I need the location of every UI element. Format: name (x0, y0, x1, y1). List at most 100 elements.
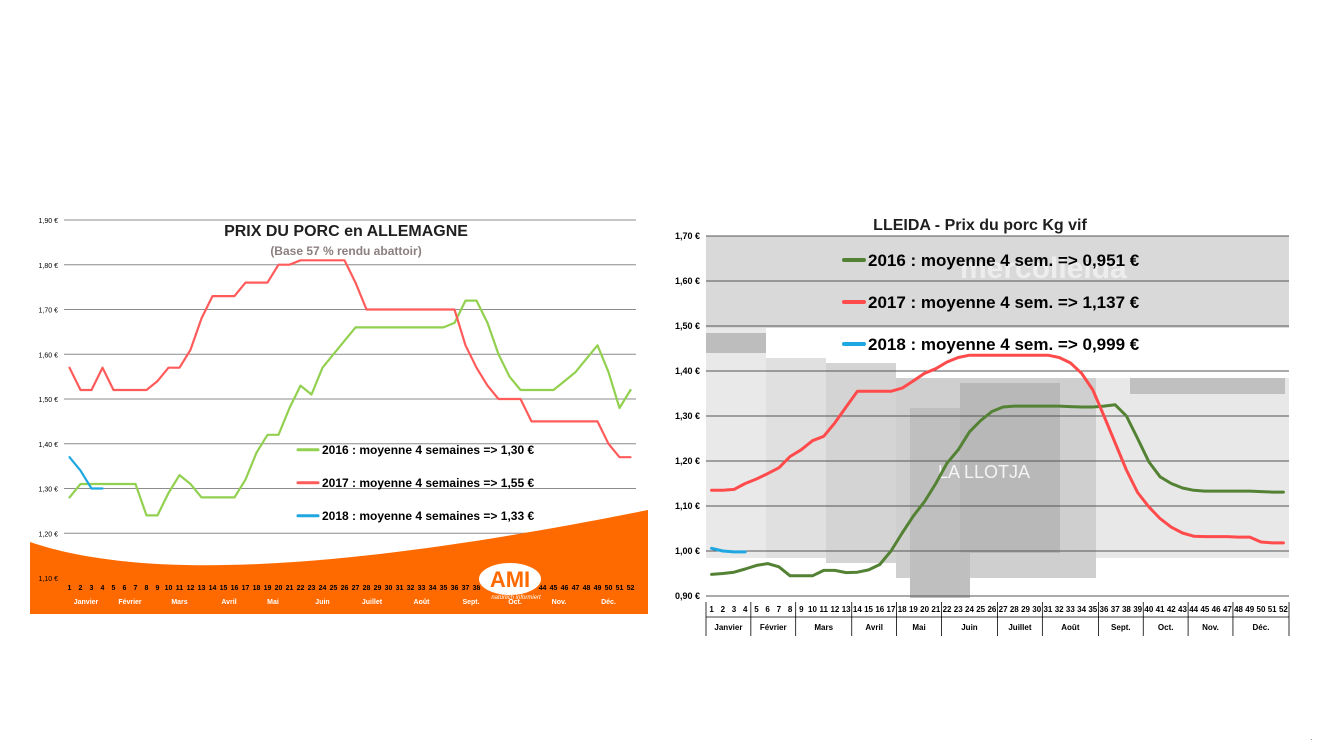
x-tick-label: 13 (198, 585, 206, 592)
x-tick-label: 25 (976, 605, 985, 614)
x-tick-label: 32 (1055, 605, 1064, 614)
ami-logo-tagline: natürlich informiert (491, 595, 541, 601)
x-tick-label: 28 (363, 585, 371, 592)
x-tick-label: 19 (909, 605, 918, 614)
x-tick-label: 32 (407, 585, 415, 592)
y-tick-label: 1,30 € (675, 411, 700, 421)
x-tick-label: 17 (887, 605, 896, 614)
x-tick-label: 9 (799, 605, 804, 614)
month-label: Juin (961, 623, 978, 632)
photo-background: mercolleida LA LLOTJA (706, 236, 1289, 598)
x-tick-label: 14 (209, 585, 217, 592)
month-label: Déc. (601, 599, 616, 606)
series-line (710, 353, 1285, 545)
x-tick-label: 36 (1100, 605, 1109, 614)
x-tick-label: 40 (1144, 605, 1153, 614)
x-tick-label: 1 (68, 585, 72, 592)
x-tick-label: 43 (1178, 605, 1187, 614)
x-tick-label: 24 (319, 585, 327, 592)
x-tick-label: 37 (462, 585, 470, 592)
y-tick-label: 1,20 € (675, 456, 700, 466)
legend-label: 2018 : moyenne 4 semaines => 1,33 € (322, 509, 534, 523)
month-label: Janvier (714, 623, 742, 632)
x-tick-label: 52 (1279, 605, 1288, 614)
month-label: Mai (267, 599, 279, 606)
x-tick-label: 49 (1245, 605, 1254, 614)
legend-label: 2017 : moyenne 4 sem. => 1,137 € (868, 293, 1140, 312)
x-tick-label: 34 (1077, 605, 1086, 614)
y-tick-label: 1,20 € (39, 531, 59, 538)
x-tick-label: 23 (308, 585, 316, 592)
x-tick-label: 10 (165, 585, 173, 592)
x-tick-label: 30 (1032, 605, 1041, 614)
y-tick-label: 1,90 € (39, 218, 59, 225)
x-tick-label: 29 (1021, 605, 1030, 614)
series-line (68, 259, 632, 459)
x-tick-label: 5 (754, 605, 759, 614)
month-label: Juillet (362, 599, 383, 606)
month-label: Oct. (1158, 623, 1174, 632)
x-tick-label: 35 (1088, 605, 1097, 614)
y-tick-label: 0,90 € (675, 591, 700, 601)
corner-mark: · (1310, 735, 1313, 744)
x-tick-label: 2 (721, 605, 726, 614)
x-tick-label: 22 (943, 605, 952, 614)
legend-label: 2018 : moyenne 4 sem. => 0,999 € (868, 335, 1140, 354)
x-tick-label: 8 (788, 605, 793, 614)
series-line (710, 546, 747, 554)
x-tick-label: 22 (297, 585, 305, 592)
x-tick-label: 33 (1066, 605, 1075, 614)
chart-subtitle: (Base 57 % rendu abattoir) (270, 244, 421, 258)
month-label: Mars (171, 599, 187, 606)
x-tick-label: 29 (374, 585, 382, 592)
x-tick-label: 45 (1200, 605, 1209, 614)
y-tick-label: 1,50 € (39, 397, 59, 404)
x-tick-label: 39 (1133, 605, 1142, 614)
x-tick-label: 48 (1234, 605, 1243, 614)
month-label: Août (414, 599, 431, 606)
x-tick-label: 7 (134, 585, 138, 592)
x-tick-label: 10 (808, 605, 817, 614)
x-tick-label: 23 (954, 605, 963, 614)
y-tick-label: 1,70 € (39, 308, 59, 315)
series-line (68, 456, 104, 490)
x-tick-label: 30 (385, 585, 393, 592)
x-tick-label: 18 (253, 585, 261, 592)
y-tick-label: 1,50 € (675, 321, 700, 331)
x-tick-label: 49 (594, 585, 602, 592)
x-tick-label: 16 (875, 605, 884, 614)
month-label: Avril (221, 599, 236, 606)
x-tick-label: 25 (330, 585, 338, 592)
x-tick-label: 51 (1268, 605, 1277, 614)
series-line (710, 403, 1285, 578)
month-label: Mai (912, 623, 925, 632)
x-tick-label: 44 (539, 585, 547, 592)
x-tick-label: 34 (429, 585, 437, 592)
ami-logo-text: AMI (490, 567, 530, 592)
month-label: Janvier (74, 599, 99, 606)
y-tick-label: 1,10 € (675, 501, 700, 511)
x-tick-label: 24 (965, 605, 974, 614)
x-tick-label: 18 (898, 605, 907, 614)
x-tick-label: 41 (1156, 605, 1165, 614)
x-tick-label: 38 (473, 585, 481, 592)
x-tick-label: 8 (145, 585, 149, 592)
y-tick-label: 1,80 € (39, 263, 59, 270)
x-tick-label: 31 (1043, 605, 1052, 614)
x-tick-label: 20 (920, 605, 929, 614)
x-tick-label: 3 (732, 605, 737, 614)
y-tick-label: 1,30 € (39, 487, 59, 494)
x-tick-label: 37 (1111, 605, 1120, 614)
x-tick-label: 4 (101, 585, 105, 592)
x-tick-label: 4 (743, 605, 748, 614)
y-tick-label: 1,70 € (675, 231, 700, 241)
month-label: Août (1061, 623, 1080, 632)
x-tick-label: 50 (605, 585, 613, 592)
x-tick-label: 33 (418, 585, 426, 592)
y-tick-label: 1,40 € (39, 442, 59, 449)
x-tick-label: 27 (352, 585, 360, 592)
x-tick-label: 42 (1167, 605, 1176, 614)
month-label: Déc. (1253, 623, 1270, 632)
month-label: Février (760, 623, 787, 632)
y-tick-label: 1,60 € (675, 276, 700, 286)
